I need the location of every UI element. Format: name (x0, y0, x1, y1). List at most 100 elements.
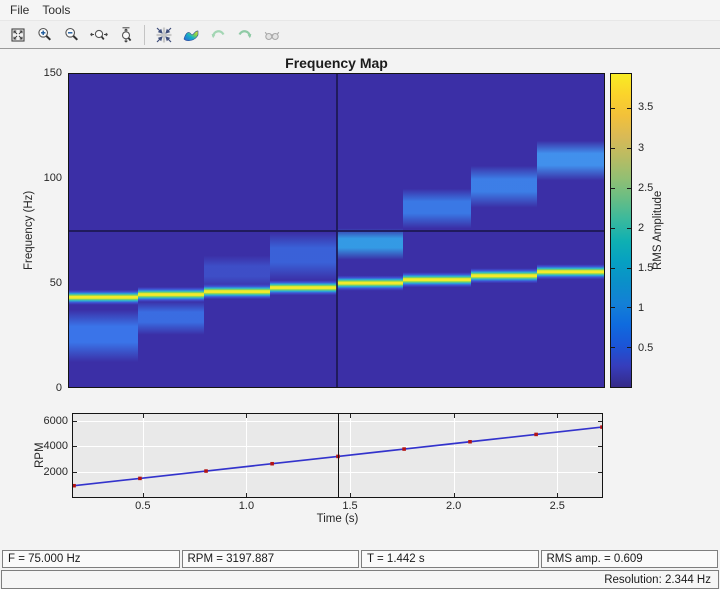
tick-mark (453, 414, 455, 418)
time-axis-label: Time (s) (316, 513, 359, 525)
undo-icon (211, 29, 225, 38)
rpm-tick-label: 2000 (43, 465, 68, 478)
reset-view-button[interactable] (150, 23, 177, 47)
colorbar-tick (611, 148, 615, 150)
zoom-in-icon (37, 27, 51, 41)
data-marker (600, 425, 602, 429)
colorbar-tick (611, 267, 615, 269)
colorbar-tick (627, 227, 631, 229)
data-marker (270, 461, 274, 466)
binoculars-button (258, 23, 285, 47)
tick-mark (246, 414, 248, 418)
data-marker (468, 439, 472, 444)
zoom-out-button[interactable] (58, 23, 85, 47)
frequency-tick-label: 100 (43, 172, 62, 184)
colorbar-tick-label: 1.5 (638, 261, 654, 274)
colorbar-tick-label: 3.5 (638, 101, 654, 114)
data-marker (138, 476, 142, 481)
time-crosshair[interactable] (338, 414, 340, 497)
colorbar (610, 73, 632, 388)
tick-mark (598, 471, 602, 473)
tick-mark (598, 420, 602, 422)
time-tick-label: 0.5 (135, 500, 151, 512)
grid-line (73, 420, 602, 422)
colorbar-tick-label: 1 (638, 301, 645, 314)
zoom-out-icon (64, 27, 78, 41)
data-marker (534, 432, 538, 437)
redo-button (231, 23, 258, 47)
zoom-x-icon (89, 29, 108, 40)
colorbar-tick (627, 307, 631, 309)
colorbar-tick (627, 267, 631, 269)
tick-mark (557, 493, 559, 497)
reset-view-icon (156, 27, 171, 42)
colorbar-tick (627, 187, 631, 189)
colorbar-tick (611, 347, 615, 349)
data-marker (402, 447, 406, 451)
status-readouts: F = 75.000 Hz RPM = 3197.887 T = 1.442 s… (2, 550, 718, 568)
binoculars-icon (264, 31, 279, 40)
readout-rms: RMS amp. = 0.609 (540, 550, 718, 568)
grid-line (142, 414, 144, 497)
colorbar-tick (611, 187, 615, 189)
plot-title: Frequency Map (285, 55, 388, 71)
menu-bar: File Tools (0, 0, 720, 21)
tick-mark (350, 414, 352, 418)
zoom-y-button[interactable] (112, 23, 139, 47)
colorbar-tick-label: 3 (638, 141, 645, 154)
spectrogram-plot[interactable] (68, 73, 605, 388)
data-marker (204, 469, 208, 473)
grid-line (246, 414, 248, 497)
readout-frequency: F = 75.000 Hz (2, 550, 180, 568)
rpm-tick-label: 4000 (43, 440, 68, 453)
menu-file[interactable]: File (10, 3, 30, 17)
colormap-button[interactable] (177, 23, 204, 47)
zoom-x-button[interactable] (85, 23, 112, 47)
redo-icon (237, 29, 251, 38)
colorbar-tick-label: 0.5 (638, 341, 654, 354)
rpm-plot[interactable]: 0.5 1.0 1.5 2.0 2.5 2000 4000 6000 (44, 413, 603, 512)
tick-mark (453, 493, 455, 497)
colorbar-tick (627, 347, 631, 349)
colorbar-tick (627, 148, 631, 150)
rpm-tick-label: 6000 (43, 414, 68, 427)
tick-mark (557, 414, 559, 418)
frequency-axis-label: Frequency (Hz) (23, 190, 35, 271)
figure-canvas: Frequency Map Frequency (Hz) RMS Amplitu… (0, 49, 720, 550)
tick-mark (246, 493, 248, 497)
grid-line (557, 414, 559, 497)
fit-view-button[interactable] (4, 23, 31, 47)
fit-view-icon (10, 27, 25, 42)
time-tick-label: 2.0 (445, 500, 462, 512)
time-tick-label: 2.5 (549, 500, 565, 512)
time-tick-label: 1.5 (342, 500, 358, 512)
frequency-crosshair[interactable] (69, 229, 604, 232)
grid-line (73, 471, 602, 473)
tick-mark (73, 420, 77, 422)
readout-rpm: RPM = 3197.887 (181, 550, 359, 568)
colorbar-tick (627, 108, 631, 110)
zoom-in-button[interactable] (31, 23, 58, 47)
frequency-tick-label: 50 (49, 277, 62, 289)
tick-mark (142, 493, 144, 497)
data-marker (73, 483, 76, 488)
tick-mark (598, 446, 602, 448)
menu-tools[interactable]: Tools (42, 3, 71, 17)
undo-button (204, 23, 231, 47)
status-bar: Resolution: 2.344 Hz (1, 570, 719, 589)
grid-line (73, 446, 602, 448)
colorbar-tick (611, 227, 615, 229)
tick-mark (350, 493, 352, 497)
frequency-tick-label: 0 (55, 382, 62, 394)
grid-line (453, 414, 455, 497)
resolution-readout: Resolution: 2.344 Hz (604, 574, 711, 586)
colorbar-tick (611, 108, 615, 110)
zoom-y-icon (121, 26, 131, 43)
time-tick-label: 1.0 (238, 500, 255, 512)
toolbar (0, 21, 720, 49)
colorbar-tick-label: 2.5 (638, 181, 654, 194)
colorbar-tick (611, 307, 615, 309)
readout-time: T = 1.442 s (361, 550, 539, 568)
frequency-tick-label: 150 (43, 67, 62, 79)
